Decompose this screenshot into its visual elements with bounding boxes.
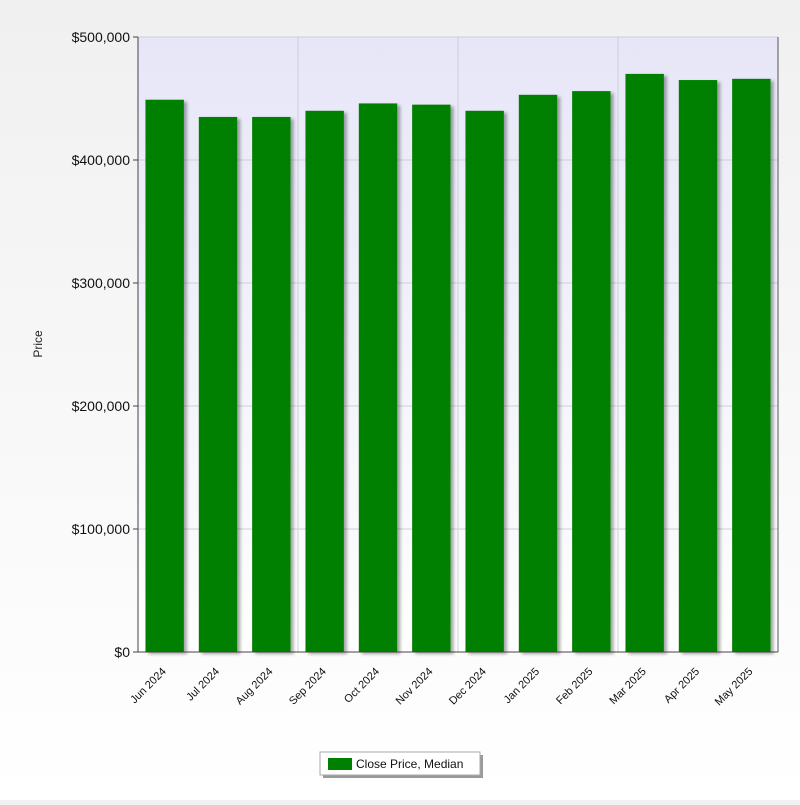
bar (252, 116, 291, 652)
y-tick-label: $200,000 (72, 398, 131, 414)
y-tick-label: $400,000 (72, 152, 131, 168)
bar (358, 103, 398, 653)
legend-box (319, 751, 481, 776)
y-axis-label: Price (31, 330, 45, 358)
bar (732, 78, 771, 652)
x-tick-label: Mar 2025 (607, 666, 648, 707)
x-tick-labels: Jun 2024 Jul 2024 Aug 2024 Sep 2024 Oct 2024… (128, 666, 755, 709)
bar (198, 116, 238, 652)
bar (412, 104, 451, 652)
bar (625, 73, 664, 652)
legend-label: Close Price, Median (356, 757, 463, 771)
x-tick-label: Jun 2024 (128, 666, 168, 706)
x-tick-label: Jul 2024 (184, 666, 222, 704)
x-tick-label: Oct 2024 (342, 666, 382, 706)
y-tick-labels: $0 $100,000 $200,000 $300,000 $400,000 $500,0… (72, 29, 138, 660)
x-tick-label: Aug 2024 (234, 666, 276, 708)
x-tick-label: Apr 2025 (662, 666, 702, 706)
bar (465, 110, 504, 653)
x-tick-label: May 2025 (713, 666, 756, 709)
x-tick-label: Feb 2025 (554, 666, 595, 707)
x-tick-label: Nov 2024 (394, 666, 436, 708)
bar (572, 91, 611, 653)
x-tick-label: Jan 2025 (502, 666, 542, 706)
legend: Close Price, Median (319, 751, 483, 778)
y-tick-label: $100,000 (72, 521, 131, 537)
bar (518, 94, 558, 652)
x-tick-label: Dec 2024 (447, 666, 489, 708)
y-tick-label: $0 (114, 644, 130, 660)
bar (145, 99, 184, 653)
y-tick-label: $300,000 (72, 275, 131, 291)
x-tick-label: Sep 2024 (287, 666, 329, 708)
bar (678, 80, 718, 653)
legend-swatch (328, 758, 352, 770)
bar (305, 110, 344, 653)
bars (145, 73, 771, 653)
y-tick-label: $500,000 (72, 29, 131, 45)
